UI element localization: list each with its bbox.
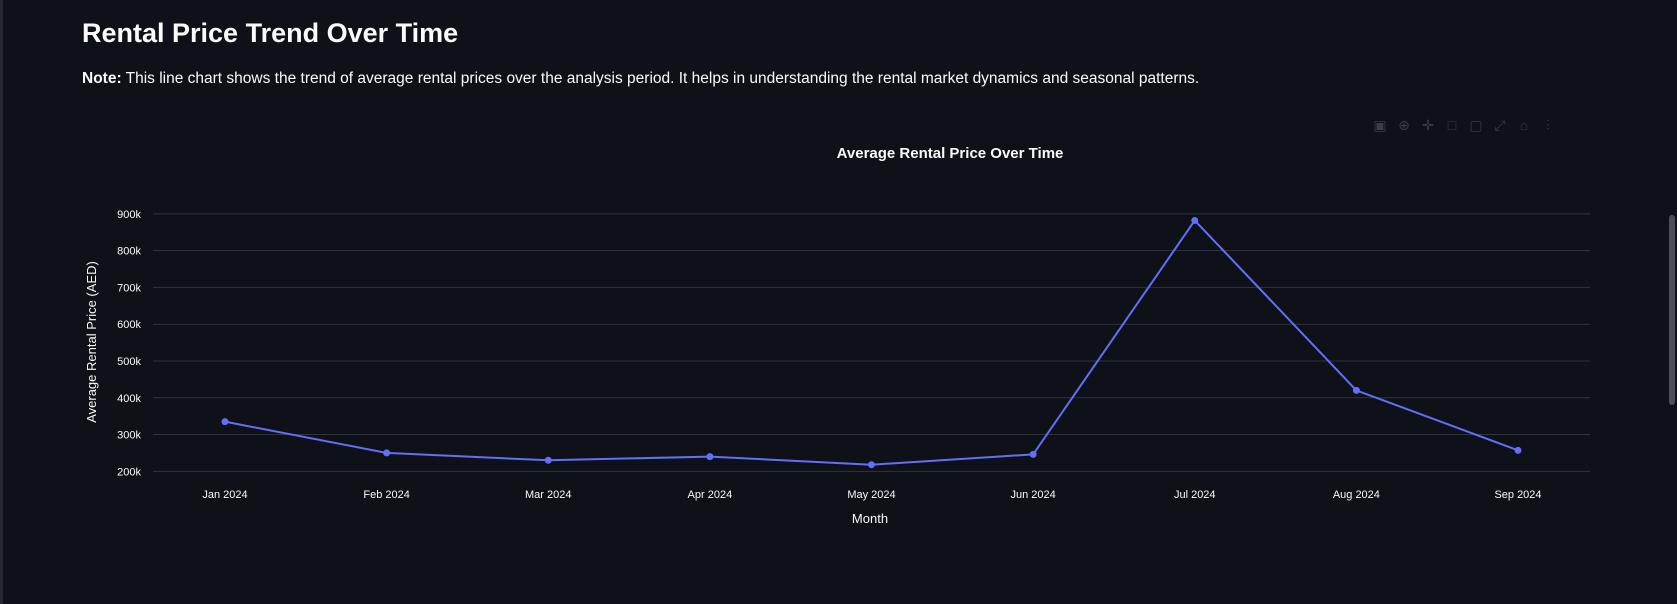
- zoom-icon[interactable]: ⊕: [1398, 117, 1410, 133]
- x-axis-label: Month: [852, 511, 888, 526]
- x-tick-label: Jul 2024: [1174, 489, 1216, 501]
- home-icon[interactable]: ⌂: [1519, 117, 1529, 133]
- y-tick-label: 900k: [117, 209, 141, 221]
- x-tick-label: Feb 2024: [363, 489, 409, 501]
- lasso-icon[interactable]: ▢: [1469, 117, 1483, 133]
- series-line: [224, 218, 1519, 466]
- data-point[interactable]: [383, 449, 391, 457]
- y-axis-label: Average Rental Price (AED): [84, 261, 99, 423]
- y-tick-label: 800k: [117, 246, 141, 258]
- y-tick-label: 400k: [117, 393, 141, 405]
- data-point[interactable]: [1029, 450, 1037, 458]
- y-tick-label: 600k: [117, 319, 141, 331]
- box-select-icon[interactable]: □: [1447, 117, 1457, 133]
- spike-icon[interactable]: ⫶: [1546, 117, 1550, 133]
- x-tick-label: Sep 2024: [1494, 489, 1541, 501]
- data-point[interactable]: [1514, 446, 1522, 454]
- data-point[interactable]: [868, 461, 875, 469]
- y-tick-label: 500k: [117, 356, 141, 368]
- camera-icon[interactable]: ▣: [1373, 117, 1387, 133]
- y-tick-labels: 200k 300k 400k 500k 600k 700k 800k 900k: [117, 209, 141, 478]
- note-label: Note:: [82, 70, 122, 87]
- chart-modebar: ▣ ⊕ ✛ □ ▢ ⤢ ⌂ ⫶: [1372, 117, 1556, 134]
- x-tick-label: May 2024: [847, 489, 895, 501]
- chart-title: Average Rental Price Over Time: [837, 145, 1064, 162]
- grid-lines: [153, 213, 1590, 472]
- y-tick-label: 200k: [117, 466, 141, 478]
- autoscale-icon[interactable]: ⤢: [1494, 117, 1506, 133]
- x-tick-label: Jun 2024: [1010, 489, 1055, 501]
- data-point[interactable]: [1352, 386, 1360, 394]
- scrollbar[interactable]: [1667, 0, 1677, 604]
- pan-icon[interactable]: ✛: [1422, 117, 1434, 133]
- series-layer: [221, 216, 1522, 469]
- data-point[interactable]: [544, 456, 552, 464]
- chart-note: Note: This line chart shows the trend of…: [82, 70, 1199, 88]
- data-point[interactable]: [1191, 216, 1199, 224]
- page-title: Rental Price Trend Over Time: [82, 18, 459, 48]
- x-tick-label: Aug 2024: [1333, 489, 1380, 501]
- y-tick-label: 300k: [117, 430, 141, 442]
- x-tick-labels: Jan 2024 Feb 2024 Mar 2024 Apr 2024 May 2024…: [202, 489, 1541, 501]
- x-tick-label: Mar 2024: [525, 489, 571, 501]
- x-tick-label: Apr 2024: [688, 489, 733, 501]
- x-tick-label: Jan 2024: [202, 489, 247, 501]
- scroll-thumb[interactable]: [1669, 215, 1675, 405]
- left-edge: [0, 0, 3, 604]
- y-tick-label: 700k: [117, 282, 141, 294]
- data-point[interactable]: [221, 418, 229, 426]
- data-point[interactable]: [706, 453, 714, 461]
- note-text: This line chart shows the trend of avera…: [121, 70, 1200, 87]
